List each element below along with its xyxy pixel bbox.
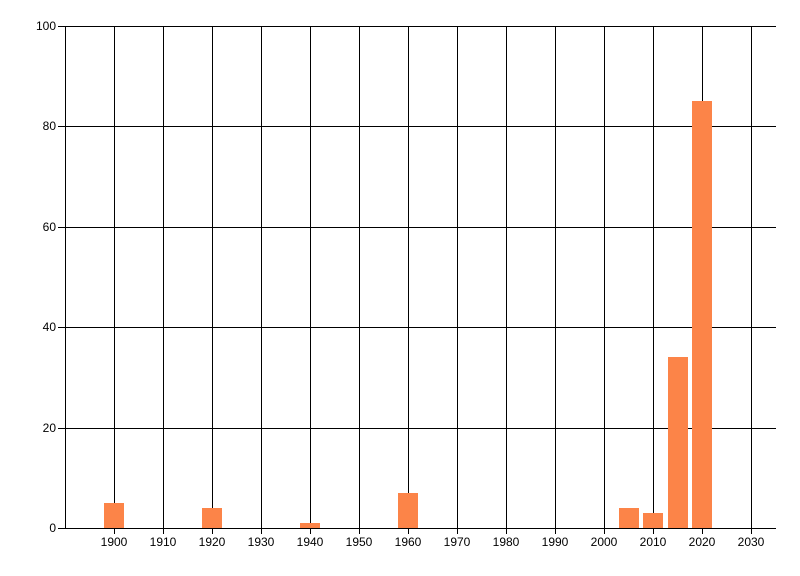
v-gridline — [653, 26, 654, 528]
y-tick-label: 20 — [42, 421, 56, 435]
y-tick — [58, 528, 65, 529]
x-tick — [457, 528, 458, 534]
v-gridline — [163, 26, 164, 528]
x-tick — [702, 528, 703, 534]
x-tick-label: 2000 — [590, 535, 618, 549]
x-tick — [653, 528, 654, 534]
y-tick — [58, 227, 65, 228]
v-gridline — [359, 26, 360, 528]
x-tick-label: 1980 — [492, 535, 520, 549]
h-gridline — [65, 227, 776, 228]
h-gridline — [65, 327, 776, 328]
h-gridline — [65, 428, 776, 429]
bar — [619, 508, 639, 528]
y-tick-label: 0 — [49, 521, 56, 535]
bar — [643, 513, 663, 528]
v-gridline — [506, 26, 507, 528]
x-tick-label: 1940 — [296, 535, 324, 549]
v-gridline — [751, 26, 752, 528]
x-tick — [114, 528, 115, 534]
x-tick — [408, 528, 409, 534]
x-tick-label: 1970 — [443, 535, 471, 549]
v-gridline — [261, 26, 262, 528]
x-tick — [555, 528, 556, 534]
x-tick — [212, 528, 213, 534]
x-tick-label: 1910 — [149, 535, 177, 549]
x-axis-line — [65, 528, 776, 529]
y-axis-line — [65, 26, 66, 529]
x-tick — [310, 528, 311, 534]
x-tick — [604, 528, 605, 534]
h-gridline — [65, 126, 776, 127]
y-tick — [58, 428, 65, 429]
v-gridline — [457, 26, 458, 528]
bar — [692, 101, 712, 528]
y-tick-label: 100 — [35, 19, 56, 33]
bar — [202, 508, 222, 528]
y-tick-label: 60 — [42, 220, 56, 234]
x-tick — [506, 528, 507, 534]
y-tick — [58, 26, 65, 27]
x-tick-label: 1930 — [247, 535, 275, 549]
x-tick-label: 1900 — [100, 535, 128, 549]
h-gridline — [65, 26, 776, 27]
x-tick-label: 1960 — [394, 535, 422, 549]
x-tick — [751, 528, 752, 534]
bar — [668, 357, 688, 528]
y-tick — [58, 126, 65, 127]
y-tick — [58, 327, 65, 328]
x-tick-label: 1920 — [198, 535, 226, 549]
x-tick-label: 2020 — [688, 535, 716, 549]
v-gridline — [310, 26, 311, 528]
x-tick — [261, 528, 262, 534]
v-gridline — [555, 26, 556, 528]
x-tick-label: 2030 — [737, 535, 765, 549]
bar — [300, 523, 320, 528]
plot-area: 1900 1910 1920 1930 1940 1950 1960 1970 1980 1990… — [36, 19, 776, 549]
bar — [104, 503, 124, 528]
x-tick — [359, 528, 360, 534]
v-gridline — [408, 26, 409, 528]
x-tick-label: 1990 — [541, 535, 569, 549]
v-gridline — [114, 26, 115, 528]
bar — [398, 493, 418, 528]
x-tick — [163, 528, 164, 534]
x-tick-label: 1950 — [345, 535, 373, 549]
y-tick-label: 80 — [42, 119, 56, 133]
y-tick-label: 40 — [42, 320, 56, 334]
v-gridline — [212, 26, 213, 528]
v-gridline — [604, 26, 605, 528]
x-tick-label: 2010 — [639, 535, 667, 549]
